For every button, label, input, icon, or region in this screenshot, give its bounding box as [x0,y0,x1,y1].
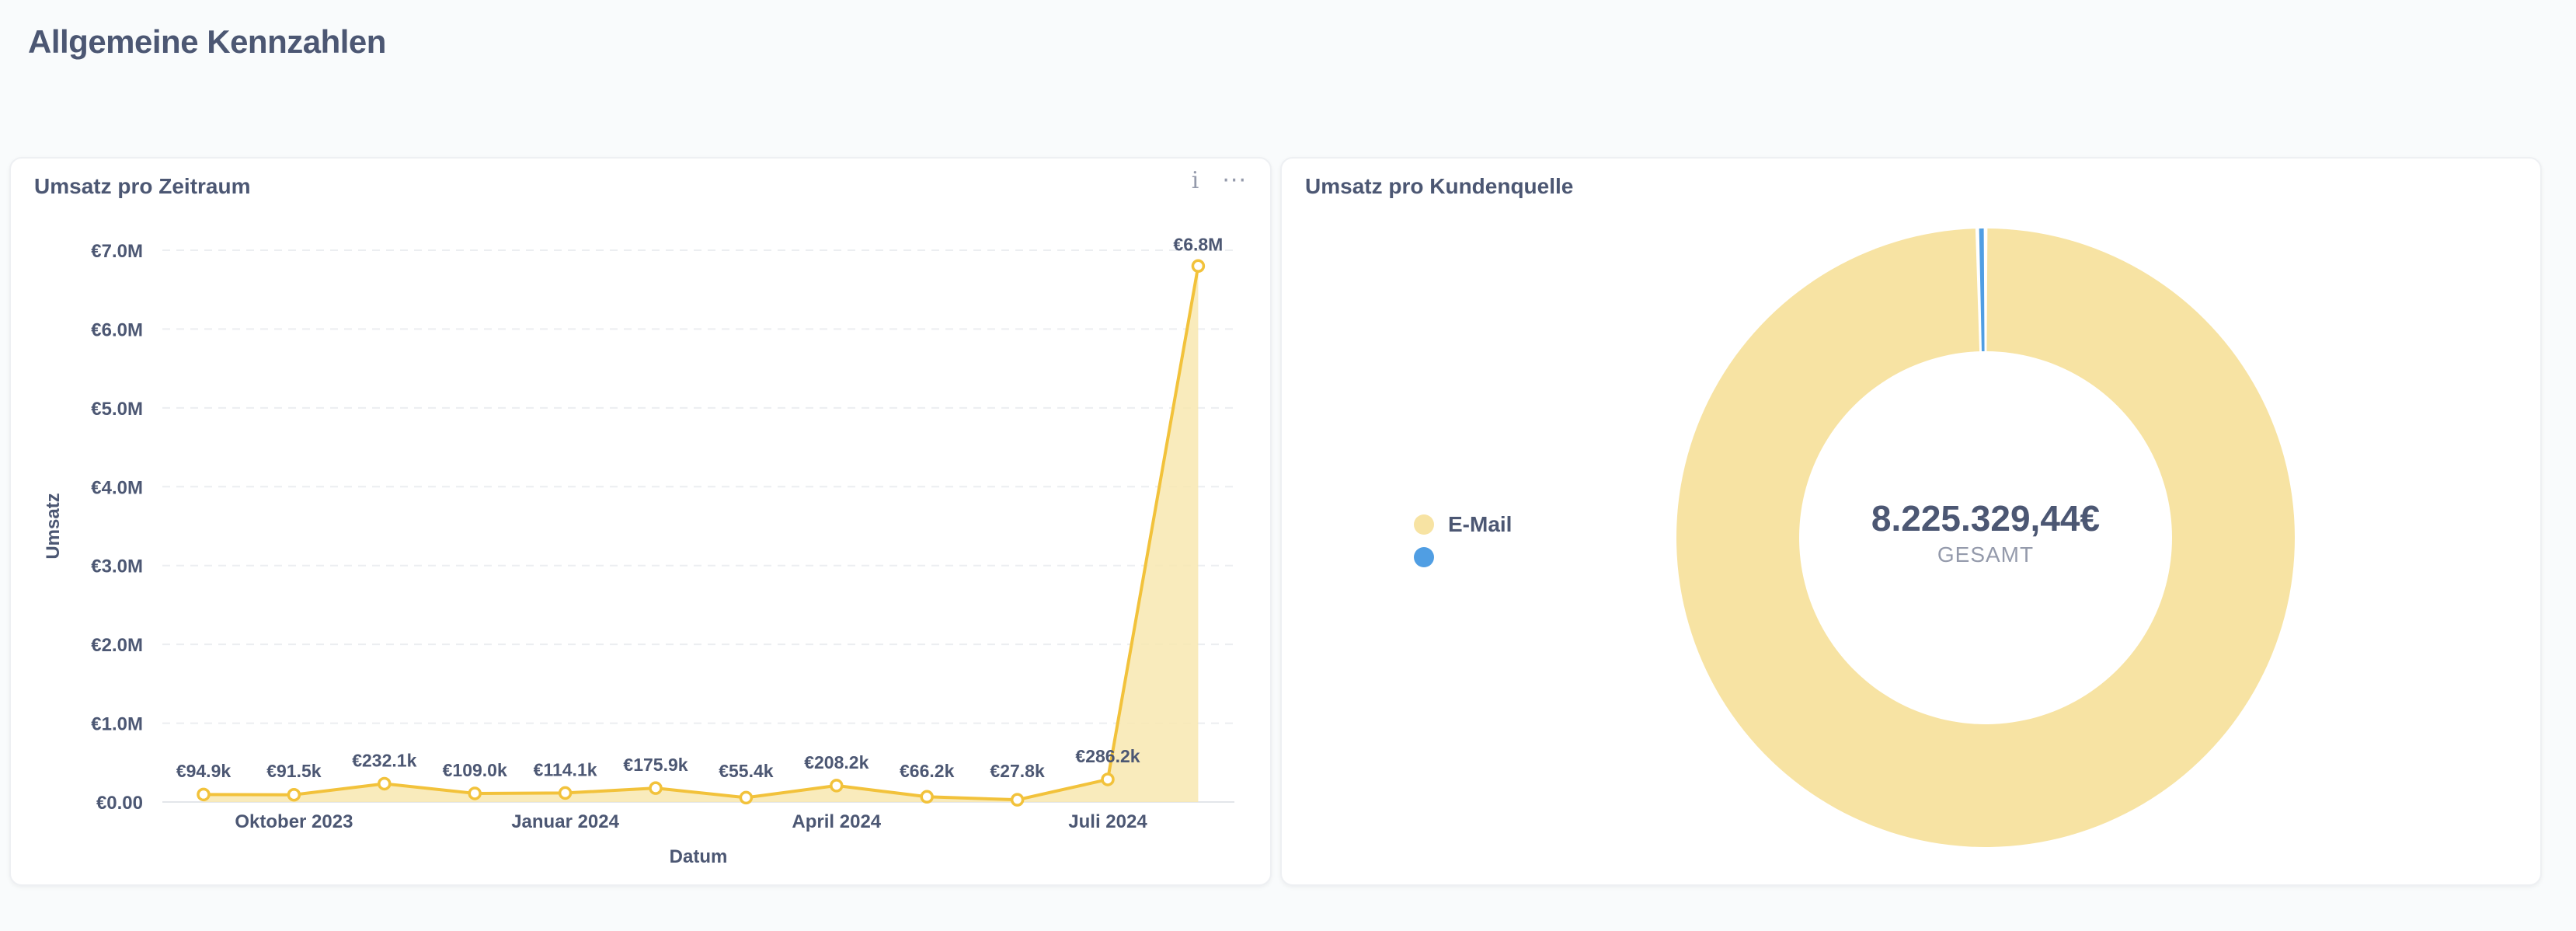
data-label: €232.1k [352,750,416,770]
chart-legend: E-Mail [1414,508,1512,574]
data-label: €175.9k [623,755,688,775]
y-tick-label: €3.0M [91,556,143,577]
x-axis-title: Datum [670,846,728,867]
data-point[interactable] [1101,772,1115,786]
x-tick-label: Januar 2024 [511,811,619,832]
y-tick-label: €4.0M [91,477,143,498]
data-point[interactable] [197,787,211,802]
x-tick-label: Juli 2024 [1068,811,1147,832]
page-title: Allgemeine Kennzahlen [28,23,386,60]
card-title-revenue-over-time[interactable]: Umsatz pro Zeitraum [34,174,251,198]
data-label: €27.8k [990,761,1045,781]
revenue-line-chart[interactable]: €0.00 €1.0M €2.0M €3.0M €4.0M €5.0M €6.0M €7.0M… [11,159,1273,887]
data-label: €114.1k [534,759,597,779]
data-point[interactable] [378,776,392,791]
data-label: €94.9k [176,761,231,781]
legend-label-email: E-Mail [1448,512,1513,536]
data-label: €91.5k [266,761,322,781]
legend-dot-other [1414,547,1434,567]
data-label: €286.2k [1075,746,1140,766]
series-line [203,265,1200,802]
area-fill [204,266,1199,802]
revenue-by-source-card: Umsatz pro Kundenquelle E-Mail 8.225.329… [1280,157,2542,886]
donut-slice[interactable] [1676,228,2295,847]
data-point[interactable] [830,779,844,793]
data-point[interactable] [1010,793,1025,807]
data-label: €66.2k [900,761,955,781]
data-point[interactable] [287,787,301,802]
revenue-over-time-card: Umsatz pro Zeitraum i ··· €0.00 €1.0M €2.0… [9,157,1272,886]
revenue-donut-chart[interactable] [1675,227,2296,849]
data-point[interactable] [558,786,573,800]
x-tick-label: Oktober 2023 [235,811,353,832]
data-label: €208.2k [804,752,869,772]
data-point[interactable] [468,786,482,800]
y-tick-label: €7.0M [91,241,143,262]
y-axis-title: Umsatz [43,493,64,559]
data-point[interactable] [739,790,754,805]
card-actions: i ··· [1192,169,1247,193]
x-tick-label: April 2024 [792,811,881,832]
data-point[interactable] [649,781,663,795]
data-point[interactable] [920,790,934,804]
legend-item-email[interactable]: E-Mail [1414,508,1512,541]
donut-slice[interactable] [1979,228,1985,352]
legend-dot-email [1414,514,1434,535]
y-tick-label: €0.00 [96,793,143,814]
y-tick-label: €2.0M [91,635,143,656]
card-title-revenue-by-source[interactable]: Umsatz pro Kundenquelle [1305,174,1574,198]
info-icon[interactable]: i [1191,167,1199,194]
legend-item-other[interactable] [1414,541,1512,574]
y-tick-label: €5.0M [91,399,143,420]
data-label: €109.0k [443,760,507,780]
donut-chart-wrapper: 8.225.329,44€ GESAMT [1675,227,2296,849]
data-point[interactable] [1191,259,1206,274]
data-label: €6.8M [1173,234,1223,254]
y-tick-label: €1.0M [91,714,143,735]
data-label: €55.4k [719,761,774,781]
more-horizontal-icon[interactable]: ··· [1222,167,1247,194]
y-tick-label: €6.0M [91,319,143,340]
